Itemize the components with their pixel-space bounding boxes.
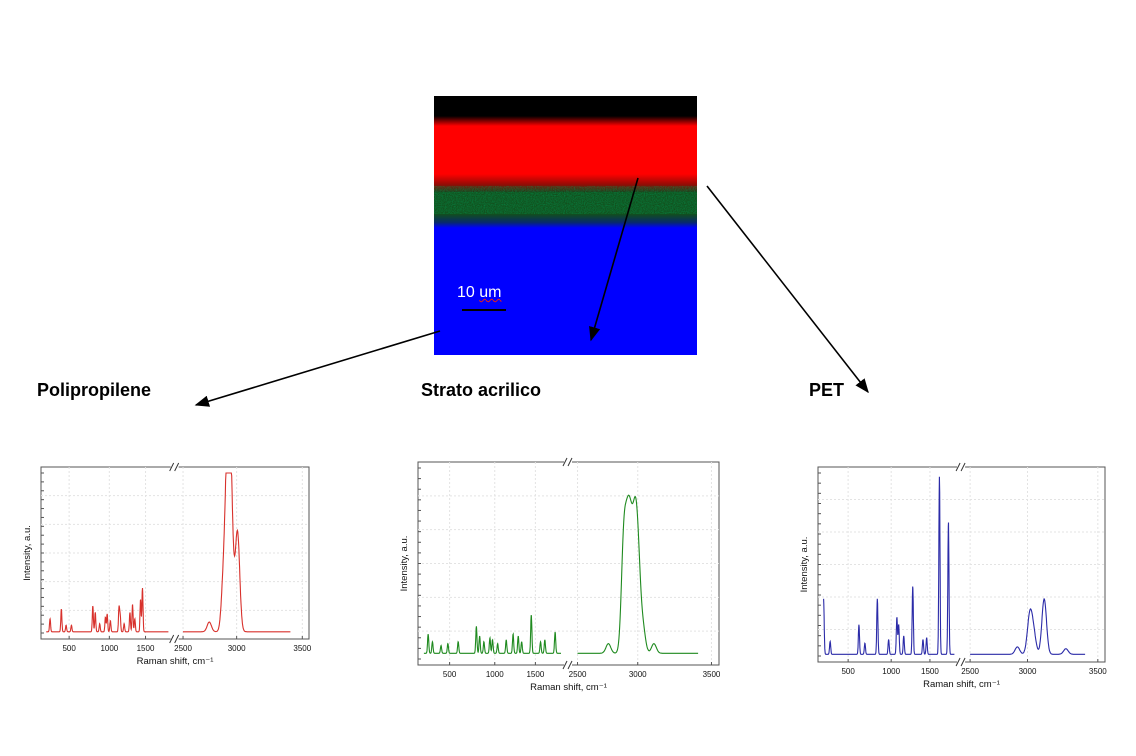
x-tick-label: 2500 [961,667,979,676]
raman-map-image [434,96,697,355]
spectrum-line-high-range [183,472,291,633]
map-black-red-transition [434,116,697,126]
scale-bar-label: 10 um [457,284,501,302]
x-tick-label: 2500 [174,644,192,653]
axis-break-gap [170,635,179,643]
axis-break-gap [563,458,572,466]
axis-break-gap [957,658,966,666]
axis-break-mark [562,660,568,670]
x-tick-label: 3000 [629,670,647,679]
y-axis-label: Intensity, a.u. [22,525,33,581]
x-tick-label: 1500 [137,644,155,653]
arrow-to-polipropilene [194,330,441,407]
axis-break-mark [174,634,180,644]
x-tick-label: 3500 [293,644,311,653]
spectrum-line-high-range [577,494,699,654]
x-tick-label: 1000 [100,644,118,653]
x-tick-label: 3500 [703,670,721,679]
axis-break-gap [170,463,179,471]
map-green-blue-transition [434,214,697,228]
x-tick-label: 2500 [569,670,587,679]
scale-number: 10 [457,284,475,301]
y-axis-label: Intensity, a.u. [399,536,410,592]
x-tick-label: 3000 [228,644,246,653]
x-tick-label: 500 [841,667,855,676]
axis-break-mark [960,657,966,667]
spectrum-chart-strato-acrilico: 500 1000 1500 2500 3000 3500 Raman shift, cm⁻¹… [399,457,721,693]
x-axis-label: Raman shift, cm⁻¹ [530,682,607,693]
spectrum-line-low-range [423,615,561,654]
x-tick-label: 1000 [486,670,504,679]
x-tick-label: 1500 [526,670,544,679]
axis-break-mark [955,657,961,667]
axis-break-mark [174,462,180,472]
map-blue-layer [434,228,697,355]
axis-break-gap [563,661,572,669]
heading-strato-acrilico: Strato acrilico [421,380,542,400]
plot-frame [817,466,1106,663]
plot-frame [417,461,720,666]
x-axis-label: Raman shift, cm⁻¹ [137,656,214,667]
x-tick-label: 1500 [921,667,939,676]
spectrum-line-low-range [823,476,955,655]
y-axis-label: Intensity, a.u. [799,537,810,593]
arrow-to-strato-acrilico [589,177,639,342]
axis-break-mark [955,462,961,472]
axis-break-mark [567,457,573,467]
spectrum-chart-pet: 500 1000 1500 2500 3000 3500 Raman shift, cm⁻¹… [799,462,1107,690]
x-tick-label: 3000 [1019,667,1037,676]
x-tick-label: 500 [443,670,457,679]
axis-break-mark [562,457,568,467]
x-axis-label: Raman shift, cm⁻¹ [923,679,1000,690]
axis-break-mark [567,660,573,670]
axis-break-mark [169,462,175,472]
spectrum-line-high-range [970,598,1086,655]
axis-break-gap [957,463,966,471]
x-tick-label: 1000 [882,667,900,676]
x-tick-label: 500 [62,644,76,653]
spectrum-chart-polipropilene: 500 1000 1500 2500 3000 3500 Raman shift, cm⁻¹… [22,462,312,667]
heading-pet: PET [809,380,845,400]
axis-break-mark [169,634,175,644]
arrow-to-pet [706,185,869,394]
spectrum-line-low-range [46,587,169,633]
scale-unit: um [479,284,502,301]
map-red-layer [434,126,697,174]
map-green-texture [434,186,697,218]
heading-polipropilene: Polipropilene [37,380,152,400]
axis-break-mark [960,462,966,472]
x-tick-label: 3500 [1089,667,1107,676]
